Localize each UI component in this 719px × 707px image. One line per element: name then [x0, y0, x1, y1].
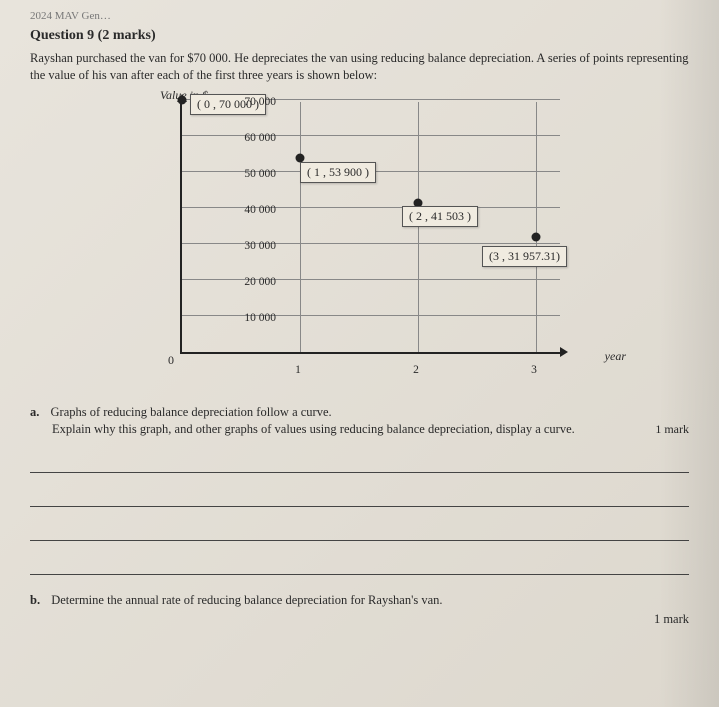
part-a-label: a.: [30, 405, 39, 419]
data-point: [178, 95, 187, 104]
answer-line: [30, 549, 689, 575]
question-text: Rayshan purchased the van for $70 000. H…: [30, 50, 689, 84]
part-a-line1: Graphs of reducing balance depreciation …: [51, 405, 332, 419]
x-axis-arrow-icon: [560, 347, 568, 357]
answer-line: [30, 515, 689, 541]
y-tick: 30 000: [216, 240, 276, 252]
part-b: b. Determine the annual rate of reducing…: [30, 593, 689, 627]
x-tick: 1: [295, 364, 301, 376]
y-tick: 10 000: [216, 312, 276, 324]
answer-line: [30, 481, 689, 507]
part-b-label: b.: [30, 593, 40, 607]
point-label: (3 , 31 957.31): [482, 246, 567, 267]
x-tick: 3: [531, 364, 537, 376]
y-tick: 40 000: [216, 204, 276, 216]
x-axis-label: year: [605, 349, 626, 364]
part-a-mark: 1 mark: [655, 421, 689, 438]
part-a-line2: Explain why this graph, and other graphs…: [52, 421, 612, 439]
depreciation-chart: Value in $ ( 0 , 70 000 ) ( 1 , 53 900 )…: [110, 90, 590, 390]
y-tick: 70 000: [216, 96, 276, 108]
part-a: a. Graphs of reducing balance depreciati…: [30, 404, 689, 439]
point-label: ( 2 , 41 503 ): [402, 206, 478, 227]
page-header: 2024 MAV Gen…: [30, 10, 689, 22]
part-b-text: Determine the annual rate of reducing ba…: [51, 593, 442, 607]
y-tick: 50 000: [216, 168, 276, 180]
y-tick: 60 000: [216, 132, 276, 144]
x-tick: 2: [413, 364, 419, 376]
origin-label: 0: [168, 353, 174, 368]
answer-line: [30, 447, 689, 473]
data-point: [532, 232, 541, 241]
point-label: ( 1 , 53 900 ): [300, 162, 376, 183]
question-title: Question 9 (2 marks): [30, 28, 689, 44]
part-b-mark: 1 mark: [30, 612, 689, 627]
y-tick: 20 000: [216, 276, 276, 288]
